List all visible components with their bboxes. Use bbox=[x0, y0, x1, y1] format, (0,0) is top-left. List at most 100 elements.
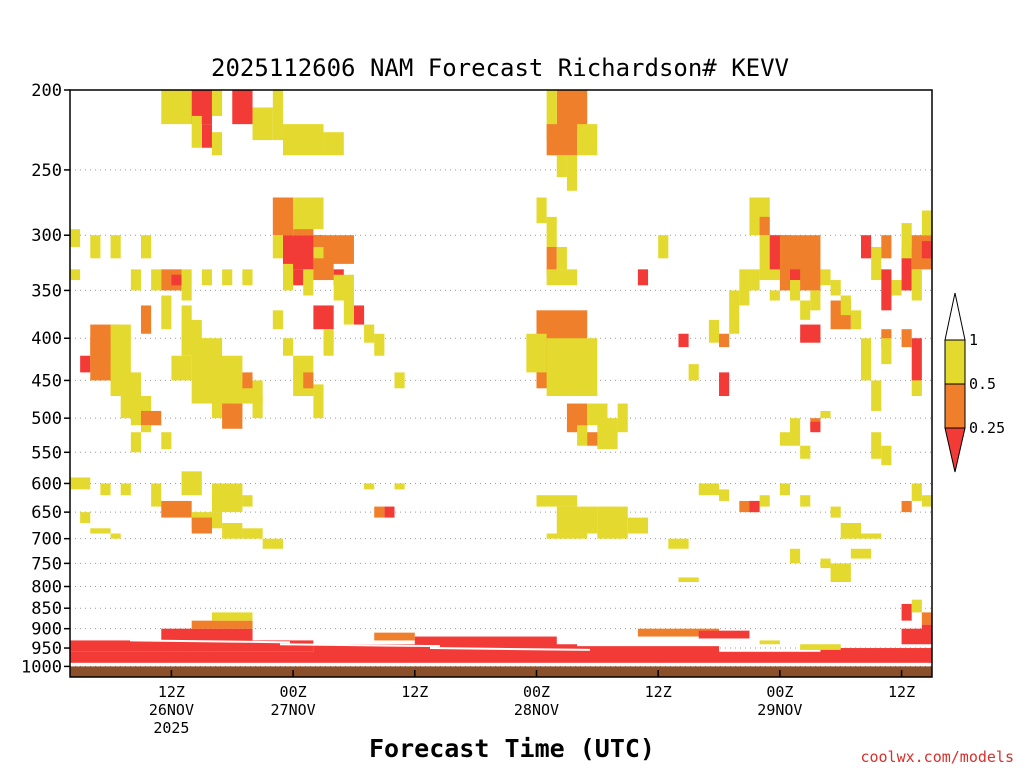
ri-cell-134 bbox=[912, 338, 922, 380]
y-tick-label-650: 650 bbox=[31, 503, 62, 523]
x-tick-label-3-0: 00Z bbox=[523, 683, 550, 701]
ri-cell-112 bbox=[770, 290, 780, 300]
ri-cell-174 bbox=[719, 489, 729, 501]
y-tick-label-550: 550 bbox=[31, 443, 62, 463]
x-tick-label-4-0: 12Z bbox=[645, 683, 672, 701]
ri-cell-74 bbox=[303, 372, 313, 388]
ri-cell-79 bbox=[536, 197, 546, 223]
ri-cell-141 bbox=[810, 422, 820, 432]
ri-cell-34 bbox=[131, 269, 141, 290]
ri-cell-25 bbox=[141, 235, 151, 258]
ri-cell-140 bbox=[780, 432, 790, 446]
ri-cell-179 bbox=[800, 495, 810, 506]
ri-cell-9 bbox=[192, 116, 202, 148]
ri-cell-98 bbox=[709, 320, 719, 343]
ri-cell-14 bbox=[577, 124, 597, 155]
ri-cell-176 bbox=[749, 501, 759, 512]
ri-cell-163 bbox=[384, 507, 394, 518]
ri-cell-181 bbox=[841, 523, 861, 539]
ri-cell-195 bbox=[922, 625, 932, 637]
ri-cell-148 bbox=[100, 483, 110, 495]
ri-cell-54 bbox=[80, 356, 90, 373]
y-tick-label-1000: 1000 bbox=[21, 657, 62, 677]
ri-cell-168 bbox=[557, 507, 598, 534]
ri-cell-144 bbox=[820, 411, 830, 418]
ri-cell-119 bbox=[841, 296, 851, 316]
ri-cell-194 bbox=[922, 612, 932, 624]
y-tick-label-500: 500 bbox=[31, 409, 62, 429]
ground-layer bbox=[70, 666, 932, 677]
ri-cell-143 bbox=[790, 418, 800, 446]
y-tick-label-700: 700 bbox=[31, 530, 62, 550]
x-axis: 12Z26NOV202500Z27NOV12Z00Z28NOV12Z00Z29N… bbox=[149, 670, 915, 737]
y-tick-label-800: 800 bbox=[31, 577, 62, 597]
ri-cell-100 bbox=[719, 372, 729, 396]
ri-cell-154 bbox=[80, 512, 90, 523]
ri-cell-177 bbox=[760, 495, 770, 506]
ri-cell-40 bbox=[222, 269, 232, 285]
ri-cell-123 bbox=[881, 235, 891, 258]
ri-cell-82 bbox=[557, 247, 567, 269]
ri-cell-42 bbox=[313, 305, 333, 329]
ri-cell-99 bbox=[719, 334, 729, 347]
ri-cell-189 bbox=[851, 549, 871, 559]
ri-cell-171 bbox=[628, 518, 648, 534]
ri-cell-94 bbox=[618, 404, 628, 433]
ri-cell-164 bbox=[374, 507, 384, 518]
ri-cell-50 bbox=[273, 310, 283, 329]
ri-cell-92 bbox=[597, 418, 617, 449]
ri-cell-137 bbox=[881, 338, 891, 364]
ri-cell-103 bbox=[749, 269, 759, 290]
ri-cell-178 bbox=[780, 483, 790, 495]
boundary-cell-7 bbox=[415, 637, 557, 647]
ri-cell-111 bbox=[790, 280, 800, 300]
ri-cell-44 bbox=[344, 301, 354, 325]
ri-cell-26 bbox=[273, 235, 283, 258]
ri-cell-116 bbox=[820, 269, 830, 285]
ri-cell-193 bbox=[912, 600, 922, 613]
ri-cell-96 bbox=[658, 235, 668, 258]
y-axis: 2002503003504004505005506006507007508008… bbox=[21, 81, 70, 677]
ri-cell-58 bbox=[141, 411, 161, 425]
ri-cell-104 bbox=[678, 334, 688, 347]
ri-cell-146 bbox=[881, 446, 891, 465]
ri-cell-165 bbox=[364, 483, 374, 489]
ri-cell-75 bbox=[313, 384, 323, 418]
ri-cell-30 bbox=[303, 269, 313, 295]
colorbar-band-high bbox=[945, 340, 965, 384]
y-tick-label-200: 200 bbox=[31, 81, 62, 101]
ri-cell-35 bbox=[151, 269, 161, 290]
boundary-cell-4 bbox=[212, 612, 253, 620]
ri-cell-68 bbox=[253, 396, 263, 418]
ri-cell-70 bbox=[171, 356, 191, 381]
ri-cell-149 bbox=[121, 483, 131, 495]
ri-cell-151 bbox=[151, 483, 161, 506]
ri-cell-61 bbox=[131, 432, 141, 452]
ri-cell-2 bbox=[212, 90, 222, 116]
y-tick-label-950: 950 bbox=[31, 639, 62, 659]
ri-cell-80 bbox=[547, 217, 557, 247]
ri-cell-13 bbox=[547, 124, 577, 155]
ri-cell-101 bbox=[729, 290, 739, 333]
ri-cell-29 bbox=[283, 264, 293, 291]
ri-cell-90 bbox=[577, 425, 587, 445]
ri-cell-186 bbox=[678, 577, 698, 582]
colorbar-band-mid bbox=[945, 384, 965, 428]
ri-cell-8 bbox=[202, 124, 212, 148]
colorbar-top-arrow bbox=[945, 293, 965, 340]
ri-cell-155 bbox=[90, 528, 110, 533]
ri-cell-7 bbox=[324, 132, 344, 155]
ri-cell-166 bbox=[395, 483, 405, 489]
ri-cell-76 bbox=[324, 334, 334, 356]
colorbar-legend: 10.50.25 bbox=[945, 293, 1005, 472]
ri-cell-86 bbox=[526, 334, 546, 373]
ri-cell-38 bbox=[182, 269, 192, 300]
ri-cell-135 bbox=[912, 380, 922, 396]
richardson-chart: 2025112606 NAM Forecast Richardson# KEVV… bbox=[0, 0, 1024, 768]
ri-cell-192 bbox=[902, 604, 912, 621]
x-tick-label-1-0: 00Z bbox=[280, 683, 307, 701]
ri-cell-127 bbox=[902, 223, 912, 258]
x-tick-label-3-1: 28NOV bbox=[514, 701, 559, 719]
ri-cell-167 bbox=[536, 495, 577, 506]
ri-cell-157 bbox=[161, 501, 191, 518]
